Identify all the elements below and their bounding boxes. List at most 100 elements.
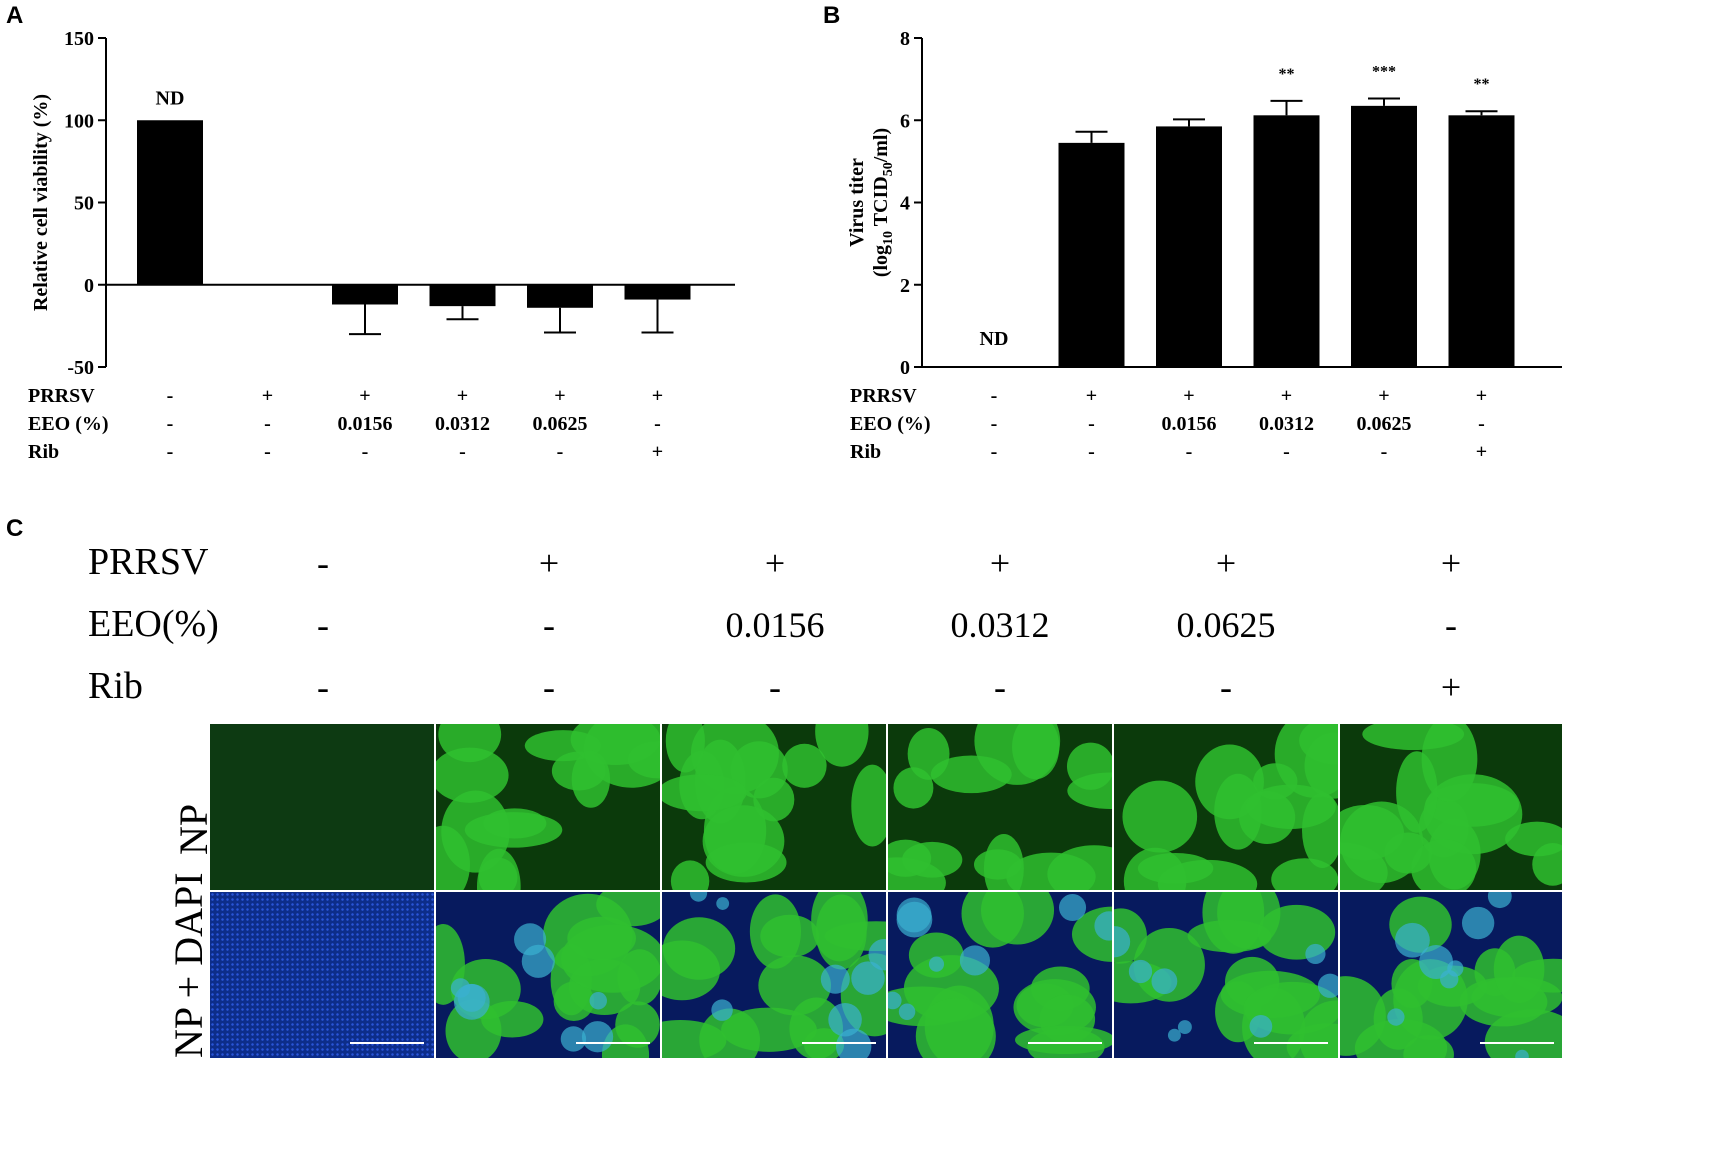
nucleus-cluster [514,923,547,956]
cell-cluster [1421,724,1478,802]
chart-a-y-tick-label: 100 [64,110,94,132]
chart-b-significance: ** [1279,66,1295,83]
chart-b-y-tick-label: 2 [900,275,910,297]
chart-b-bar [1156,126,1222,367]
panel-c-condition-value: 0.0625 [1176,605,1276,645]
chart-b-bar [1448,115,1515,367]
cell-cluster [665,724,705,773]
chart-b-annotation-nd: ND [980,328,1009,350]
chart-b-condition-value: - [1088,441,1095,463]
panel-c-condition-value: + [989,543,1011,583]
row-label-np-dapi: NP + DAPI [166,872,211,1058]
cell-cluster-overlay [1340,892,1562,1058]
panel-c-condition-value: 0.0312 [950,605,1050,645]
nucleus-cluster [820,964,850,994]
cell-cluster [1532,843,1562,886]
cell-cluster-overlay [1122,724,1338,890]
nucleus-cluster [868,938,886,971]
chart-a-condition-value: + [262,385,273,407]
panel-c-condition-value: + [1440,543,1462,583]
nucleus-cluster [453,983,490,1020]
chart-b-y-label-units: (log10 TCID50/ml) [870,128,896,277]
panel-c-condition-label: EEO(%) [88,603,219,645]
chart-a-y-tick-label: 150 [64,28,94,50]
cell-cluster [749,894,801,969]
cell-cluster [1493,935,1545,1004]
chart-a-condition-value: - [459,441,466,463]
chart-a-condition-value: 0.0312 [435,413,490,435]
nucleus-cluster [1394,922,1430,958]
cell-cluster-overlay [888,724,1112,890]
chart-b-condition-value: - [1283,441,1290,463]
nucleus-cluster [1094,911,1112,941]
chart-a-condition-value: 0.0156 [338,413,393,435]
panel-c-condition-value: + [538,543,560,583]
nucleus-cluster [896,901,933,938]
chart-a-condition-value: + [554,385,565,407]
panel-c-condition-value: + [1215,543,1237,583]
cell-cluster [1122,780,1198,853]
cell-cluster [983,834,1024,890]
nucleus-cluster [581,1021,614,1053]
nucleus-cluster [589,992,607,1010]
np-dapi-image-tile [1114,892,1338,1058]
chart-a-bar [332,284,398,305]
panel-c-condition-value: - [1220,667,1232,707]
chart-b-condition-label: EEO (%) [850,413,931,435]
panel-c-condition-value: - [543,667,555,707]
cell-cluster [730,741,788,799]
chart-a-bar [624,284,691,300]
chart-a-y-tick-label: 50 [74,193,94,215]
cell-cluster [961,892,1024,948]
chart-b-y-label: Virus titer [846,158,868,247]
cell-cluster [974,724,1061,785]
panel-c-condition-value: - [994,667,1006,707]
chart-a-condition-value: - [557,441,564,463]
cell-cluster [851,764,886,847]
scale-bar [1254,1042,1328,1044]
nucleus-cluster [1419,945,1454,979]
chart-a-condition-value: - [362,441,369,463]
chart-a-condition-value: + [652,441,663,463]
np-image-tile [436,724,660,890]
cell-cluster [907,728,950,780]
chart-b-condition-value: + [1378,385,1389,407]
nucleus-cluster [888,991,902,1010]
panel-c-condition-value: - [317,667,329,707]
nucleus-cluster [1177,1020,1192,1035]
cell-cluster [670,860,710,890]
chart-b-condition-value: - [1381,441,1388,463]
panel-c-condition-value: - [543,605,555,645]
chart-a-y-tick-label: 0 [84,275,94,297]
cell-cluster [662,940,721,1001]
chart-a-condition-value: - [167,413,174,435]
chart-a-condition-value: - [264,441,271,463]
chart-b-condition-value: 0.0156 [1162,413,1217,435]
chart-b-y-tick-label: 0 [900,357,910,379]
cell-cluster [1066,742,1112,790]
chart-a-condition-value: - [264,413,271,435]
chart-a-condition-value: - [167,385,174,407]
np-dapi-image-tile [210,892,434,1058]
chart-b-bar [1058,142,1125,367]
chart-a-condition-label: Rib [28,441,59,463]
cell-cluster [1047,845,1112,890]
cell-cluster [1123,847,1187,890]
chart-a-bar [429,284,496,307]
panel-c-condition-label: PRRSV [88,541,209,583]
nucleus-cluster [1515,1049,1529,1058]
nucleus-cluster [828,1002,862,1037]
chart-b-condition-value: - [1088,413,1095,435]
chart-b-condition-value: 0.0625 [1357,413,1412,435]
panel-label-c: C [6,515,24,542]
cell-cluster [1411,839,1477,890]
cell-cluster [702,805,785,877]
np-image-tile [210,724,434,890]
scale-bar [1028,1042,1102,1044]
chart-a-condition-value: + [652,385,663,407]
nucleus-cluster [1440,970,1459,989]
cell-cluster [1274,724,1338,798]
cell-cluster [615,1001,660,1048]
nucleus-cluster [898,1003,916,1020]
